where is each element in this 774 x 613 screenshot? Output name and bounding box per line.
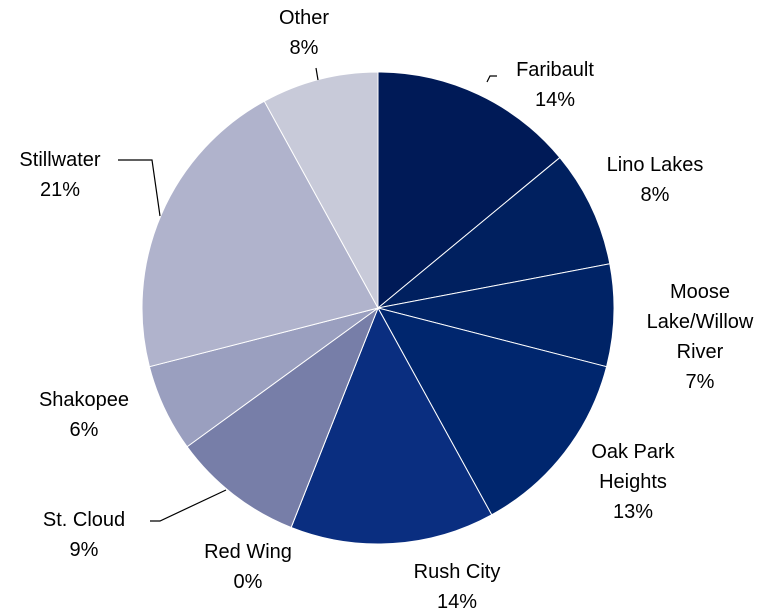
category-name: Other [278, 7, 330, 29]
slice-label: Stillwater 21% [19, 145, 100, 205]
slice-label: Moose Lake/Willow River 7% [635, 277, 765, 397]
value-label: 14% [534, 89, 576, 111]
slice-label: Other 8% [279, 3, 329, 63]
pie-slice [377, 71, 561, 310]
value-label: 8% [640, 184, 670, 206]
pie-slice [141, 100, 379, 368]
slice-label: St. Cloud 9% [43, 505, 125, 565]
pie-slice [186, 306, 380, 529]
slice-label: Shakopee 6% [39, 385, 129, 445]
slice-label: Lino Lakes 8% [607, 150, 704, 210]
value-label: 13% [612, 501, 654, 523]
leader-line [118, 159, 161, 217]
category-name: Lino Lakes [606, 154, 704, 176]
value-label: 14% [436, 591, 478, 613]
value-label: 7% [685, 371, 715, 393]
slice-label: Rush City 14% [414, 557, 501, 613]
pie-slice [377, 156, 611, 309]
value-label: 9% [69, 539, 99, 561]
slice-label: Oak Park Heights 13% [578, 437, 688, 527]
value-label: 0% [233, 571, 263, 593]
category-name: St. Cloud [42, 509, 126, 531]
pie-slice [263, 71, 379, 309]
value-label: 8% [289, 37, 319, 59]
category-name: Stillwater [19, 149, 101, 171]
pie-slice [377, 307, 608, 516]
value-label: 21% [39, 179, 81, 201]
pie-slice [377, 263, 615, 368]
leader-line [486, 75, 497, 83]
pie-slice [290, 306, 493, 545]
category-name: Faribault [516, 59, 594, 81]
category-name: Rush City [413, 561, 501, 583]
category-name: Shakopee [38, 389, 130, 411]
slice-label: Red Wing 0% [204, 537, 292, 597]
category-name: Red Wing [204, 541, 292, 563]
category-name: Oak Park Heights [591, 441, 675, 493]
slice-label: Faribault 14% [516, 55, 594, 115]
value-label: 6% [69, 419, 99, 441]
leader-line [150, 489, 227, 522]
leader-line [315, 67, 319, 81]
category-name: Moose Lake/Willow River [646, 281, 754, 363]
